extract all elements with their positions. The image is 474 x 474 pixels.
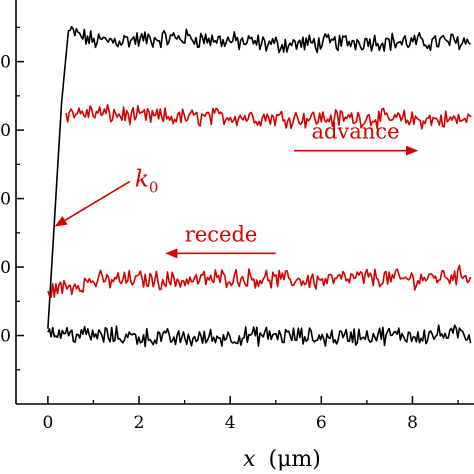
y-tick-label: 0 (0, 258, 11, 278)
annotation-arrow-3 (54, 180, 131, 227)
series-line-2 (65, 104, 472, 130)
series-layer (47, 25, 472, 348)
series-line-4 (47, 324, 472, 348)
x-tick-label: 2 (134, 413, 145, 433)
annotations-layer: advance recede k0 (54, 120, 419, 259)
x-tick-label: 0 (42, 413, 53, 433)
series-line-3 (47, 264, 472, 298)
annotation-label-recede: recede (185, 222, 258, 246)
annotation-label-k0: k0 (135, 166, 158, 196)
y-tick-label: 0 (0, 190, 11, 210)
y-tick-label: 0 (0, 53, 11, 73)
y-tick-label: 0 (0, 327, 11, 347)
x-axis-title: x (μm) (243, 447, 321, 472)
x-tick-label: 6 (316, 413, 327, 433)
x-tick-label: 4 (225, 413, 236, 433)
y-tick-label: 0 (0, 121, 11, 141)
x-axis-unit: (μm) (269, 447, 321, 472)
annotation-label-advance: advance (311, 120, 399, 144)
x-tick-label: 8 (407, 413, 418, 433)
series-line-1 (47, 25, 471, 329)
axes-layer: 0 2 4 6 8 0 0 0 0 0 (0, 0, 474, 433)
x-axis-variable: x (243, 447, 256, 472)
